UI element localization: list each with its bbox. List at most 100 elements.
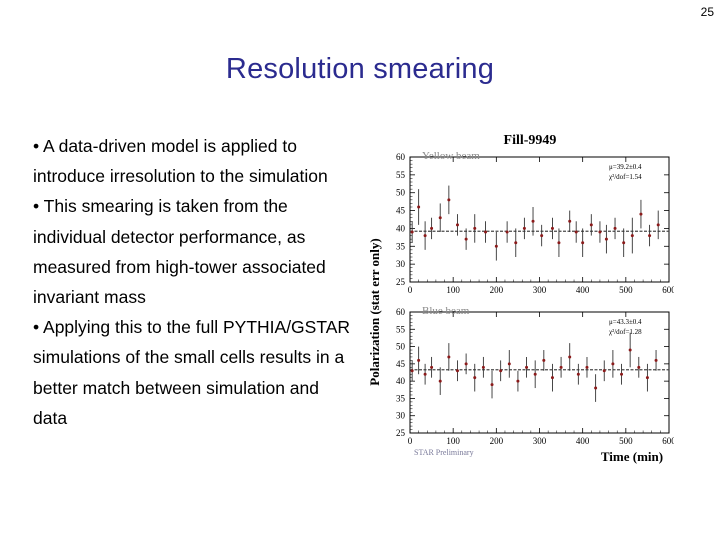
fit-mu-label: μ=39.2±0.4	[609, 163, 642, 171]
data-point	[639, 212, 643, 216]
data-point	[637, 365, 641, 369]
data-point	[559, 365, 563, 369]
data-point	[557, 241, 561, 245]
data-point	[494, 244, 498, 248]
page-number: 25	[700, 5, 714, 19]
data-point	[576, 372, 580, 376]
data-point	[568, 355, 572, 359]
data-point	[604, 237, 608, 241]
y-tick-label: 45	[396, 359, 406, 369]
data-point	[533, 372, 537, 376]
data-point	[455, 369, 459, 373]
data-point	[598, 230, 602, 234]
data-point	[550, 226, 554, 230]
x-tick-label: 0	[408, 436, 413, 446]
data-point	[611, 362, 615, 366]
y-tick-label: 35	[396, 393, 406, 403]
x-tick-label: 300	[533, 436, 547, 446]
data-point	[447, 198, 451, 202]
data-point	[550, 376, 554, 380]
bullet-list: • A data-driven model is applied to intr…	[33, 131, 351, 433]
x-tick-label: 100	[446, 285, 460, 295]
fit-chi2-label: χ²/dof=1.54	[609, 173, 642, 181]
bullet-item: • Applying this to the full PYTHIA/GSTAR…	[33, 317, 351, 428]
data-point	[410, 369, 414, 373]
data-point	[620, 372, 624, 376]
data-point	[542, 358, 546, 362]
data-point	[430, 365, 434, 369]
y-tick-label: 25	[396, 428, 406, 438]
x-tick-label: 500	[619, 285, 633, 295]
data-point	[507, 362, 511, 366]
data-point	[589, 223, 593, 227]
fit-mu-label: μ=43.3±0.4	[609, 318, 642, 326]
data-point	[531, 219, 535, 223]
data-point	[481, 365, 485, 369]
chart-title: Fill-9949	[504, 133, 557, 148]
data-point	[522, 226, 526, 230]
data-point	[628, 348, 632, 352]
data-point	[438, 379, 442, 383]
polarization-chart: Fill-9949 Polarization (stat err only) Tim…	[367, 133, 676, 464]
data-point	[464, 362, 468, 366]
data-point	[581, 241, 585, 245]
data-point	[447, 355, 451, 359]
y-tick-label: 40	[396, 376, 406, 386]
data-point	[430, 226, 434, 230]
y-tick-label: 45	[396, 206, 406, 216]
data-point	[540, 234, 544, 238]
y-tick-label: 25	[396, 277, 406, 287]
y-tick-label: 50	[396, 188, 406, 198]
data-point	[516, 379, 520, 383]
data-point	[645, 376, 649, 380]
y-tick-label: 30	[396, 259, 406, 269]
x-tick-label: 300	[533, 285, 547, 295]
data-point	[525, 365, 529, 369]
polarization-figure: Fill-9949 Polarization (stat err only) Tim…	[364, 127, 676, 467]
x-tick-label: 0	[408, 285, 413, 295]
x-tick-label: 500	[619, 436, 633, 446]
data-point	[410, 230, 414, 234]
data-point	[656, 223, 660, 227]
preliminary-label: STAR Preliminary	[414, 448, 474, 457]
y-tick-label: 40	[396, 223, 406, 233]
data-point	[490, 383, 494, 387]
x-tick-label: 400	[576, 285, 590, 295]
data-point	[613, 226, 617, 230]
x-tick-label: 600	[662, 285, 674, 295]
data-point	[654, 358, 658, 362]
x-tick-label: 100	[446, 436, 460, 446]
data-point	[423, 372, 427, 376]
data-point	[648, 234, 652, 238]
x-tick-label: 200	[490, 285, 504, 295]
y-tick-label: 60	[396, 152, 406, 162]
data-point	[574, 230, 578, 234]
data-point	[417, 358, 421, 362]
x-tick-label: 600	[662, 436, 674, 446]
data-point	[602, 369, 606, 373]
data-point	[622, 241, 626, 245]
data-point	[438, 216, 442, 220]
slide-title: Resolution smearing	[225, 53, 495, 85]
beam-label: Blue beam	[422, 305, 470, 317]
data-point	[417, 205, 421, 209]
bullet-item: • This smearing is taken from the indivi…	[33, 196, 326, 308]
fit-chi2-label: χ²/dof=1.28	[609, 328, 642, 336]
data-point	[473, 226, 477, 230]
data-point	[423, 234, 427, 238]
data-point	[594, 386, 598, 390]
y-tick-label: 55	[396, 324, 406, 334]
x-axis-label: Time (min)	[601, 449, 663, 464]
data-point	[514, 241, 518, 245]
y-tick-label: 50	[396, 342, 406, 352]
data-point	[455, 223, 459, 227]
data-point	[505, 230, 509, 234]
x-tick-label: 200	[490, 436, 504, 446]
data-point	[473, 376, 477, 380]
y-tick-label: 35	[396, 241, 406, 251]
beam-label: Yellow beam	[422, 150, 480, 162]
data-point	[630, 234, 634, 238]
y-tick-label: 30	[396, 411, 406, 421]
